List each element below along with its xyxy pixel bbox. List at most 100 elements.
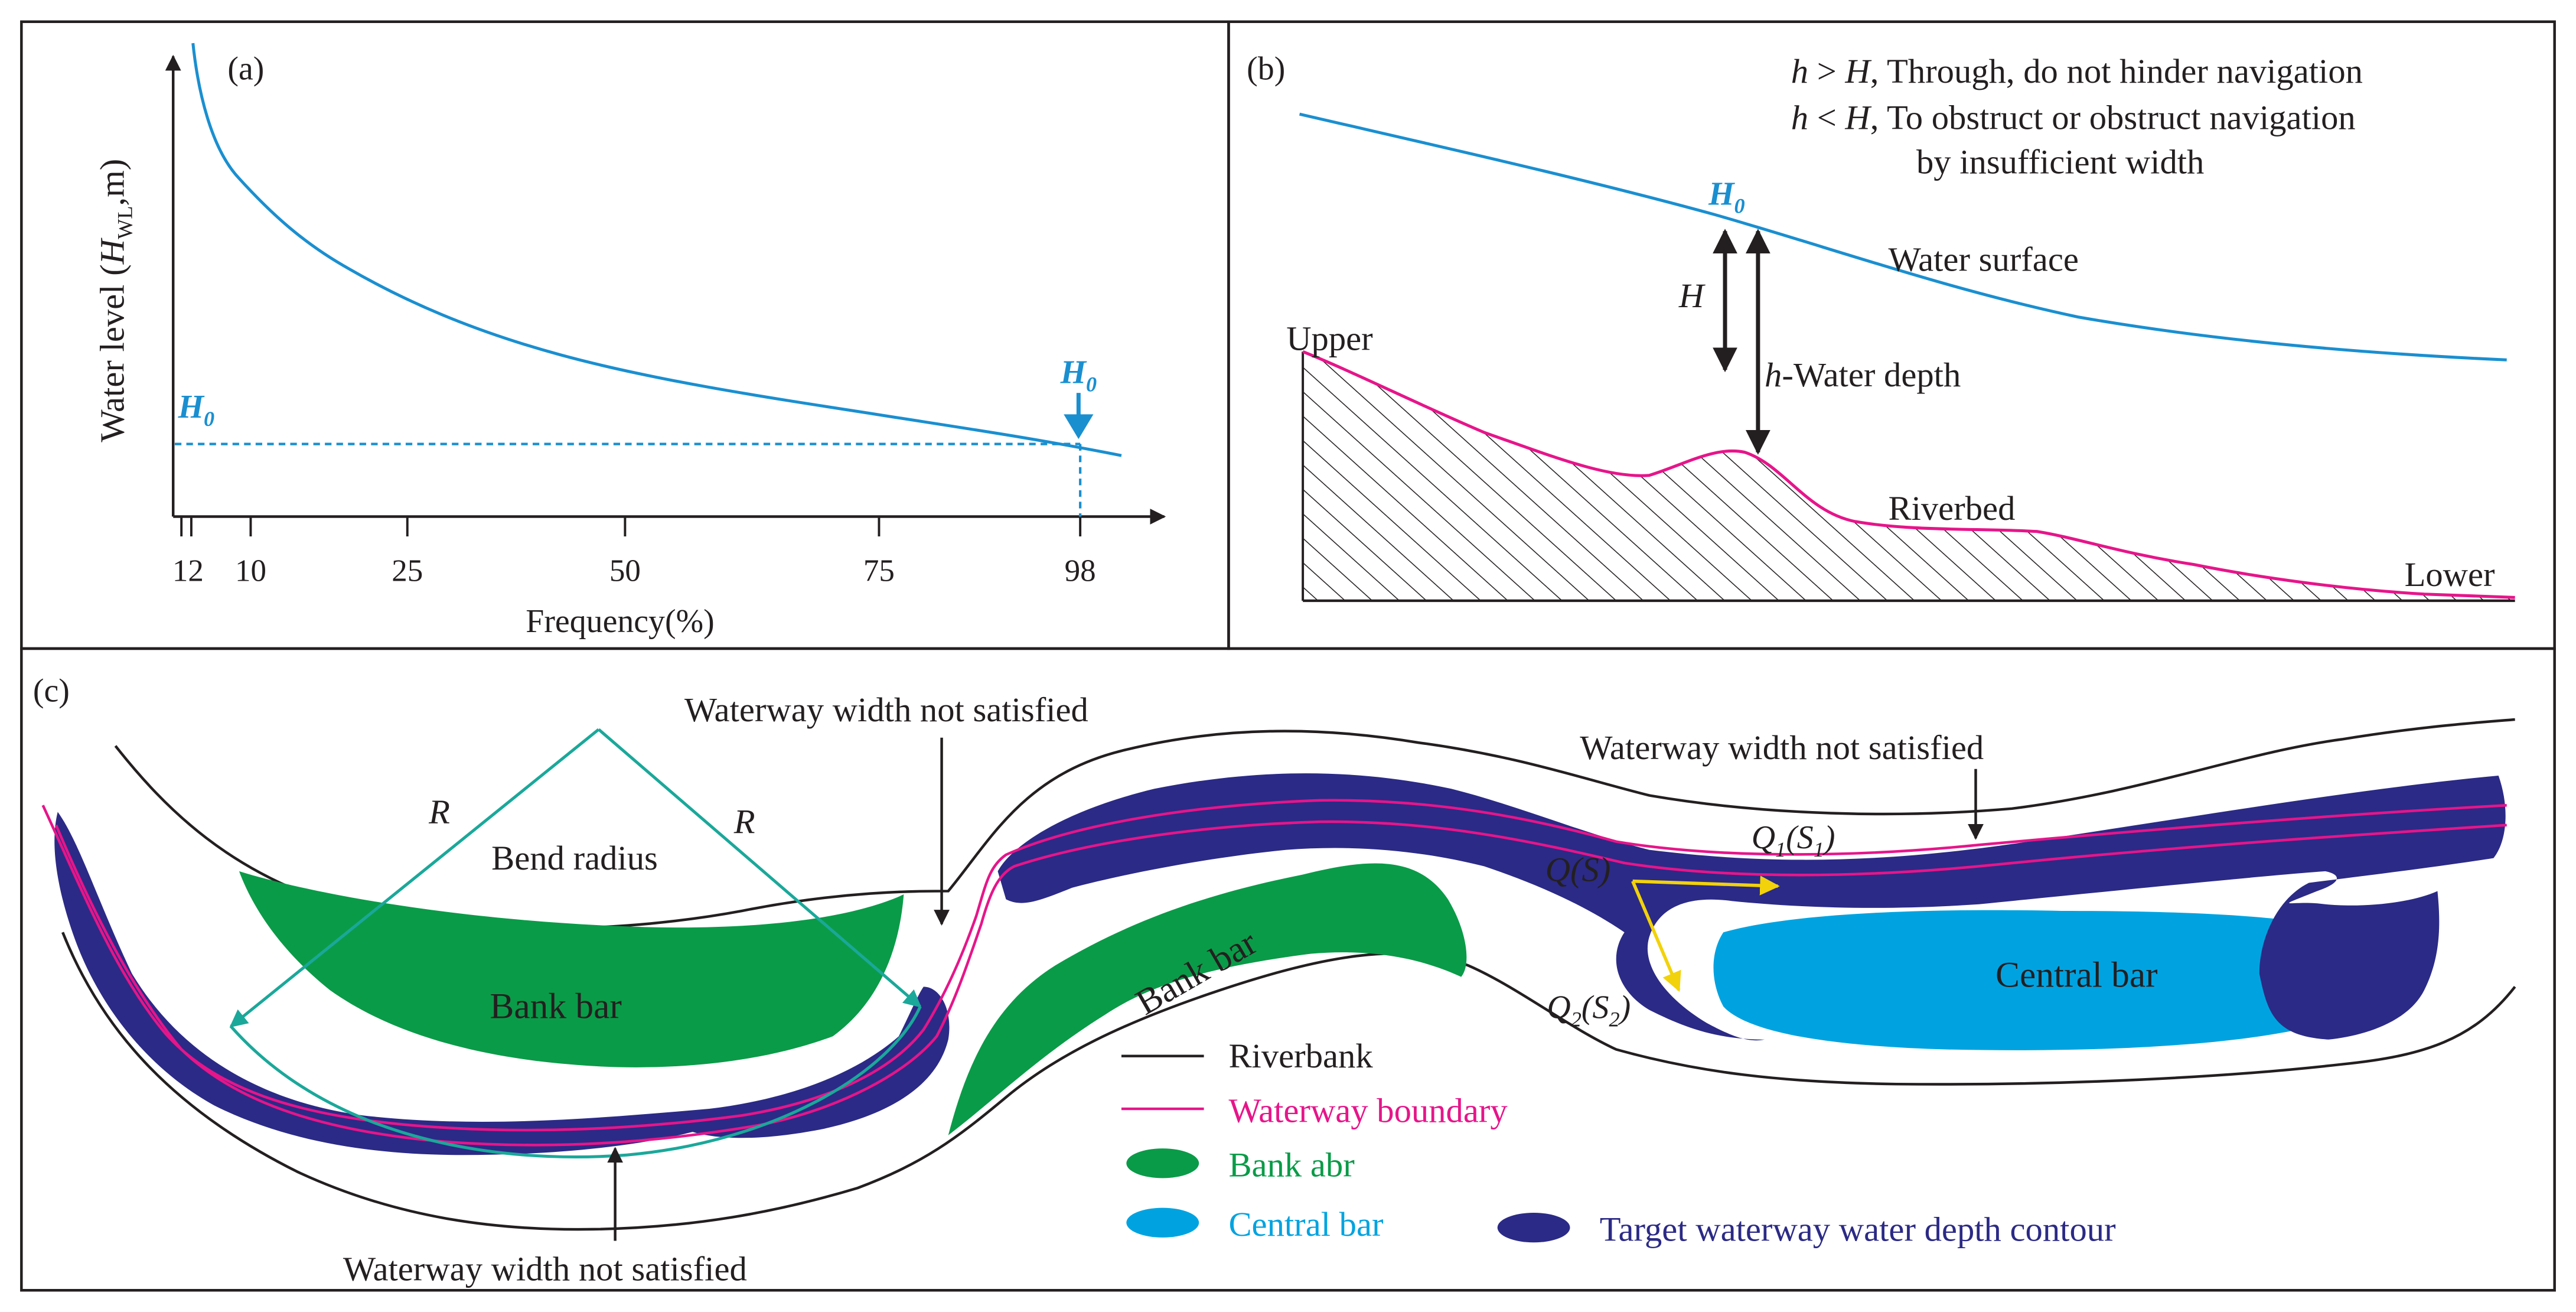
rule2-H: H xyxy=(1844,98,1871,136)
flow-Q1-open: (S xyxy=(1786,819,1814,856)
legend-waterway-label: Waterway boundary xyxy=(1228,1091,1508,1129)
riverbed-profile xyxy=(1302,350,2515,599)
y-axis-title-symbol: H xyxy=(93,237,131,265)
riverbed-hatch-area xyxy=(1303,351,2515,601)
flow-Q2-sub: 2 xyxy=(1571,1007,1582,1031)
legend-bank-bar-swatch xyxy=(1126,1148,1199,1178)
h0-marker-label: H0 xyxy=(1060,354,1097,396)
bank-bar-left-label: Bank bar xyxy=(490,986,621,1026)
h0-surface-symbol: H xyxy=(1708,176,1735,213)
rule-line-2-continuation: by insufficient width xyxy=(1916,143,2204,181)
rule2-h: h xyxy=(1791,98,1808,136)
width-note-top: Waterway width not satisfied xyxy=(684,691,1088,729)
rule-line-2: h < H, To obstruct or obstruct navigatio… xyxy=(1791,98,2356,136)
y-axis-title-subscript: WL xyxy=(113,206,136,239)
bank-bar-mid xyxy=(948,863,1467,1135)
legend-riverbank-label: Riverbank xyxy=(1228,1037,1373,1075)
h0-surface-label: H0 xyxy=(1708,176,1745,218)
legend-contour-label: Target waterway water depth contour xyxy=(1600,1210,2116,1248)
flow-Q-symbol: Q xyxy=(1545,851,1570,889)
legend-central-bar-swatch xyxy=(1126,1207,1199,1238)
y-axis-title-suffix: ,m) xyxy=(93,159,131,206)
x-tick-label: 10 xyxy=(235,554,266,588)
x-tick-label: 50 xyxy=(609,554,641,588)
x-tick-label: 98 xyxy=(1065,554,1096,588)
legend: Riverbank Waterway boundary Bank abr Cen… xyxy=(1121,1037,2116,1248)
panel-b: (b) h > H, Through, do not hinder naviga… xyxy=(1247,50,2515,603)
water-depth-label: h-Water depth xyxy=(1765,356,1961,394)
flow-Q1-sub2: 1 xyxy=(1814,838,1824,861)
panel-b-tag: (b) xyxy=(1247,50,1285,87)
bend-radius-label: Bend radius xyxy=(491,839,658,877)
rule2-op: < xyxy=(1808,98,1845,136)
radius-R-left: R xyxy=(428,793,450,831)
waterway-boundaries xyxy=(41,799,2507,1147)
radius-R-right: R xyxy=(733,803,755,841)
h0-left-symbol: H xyxy=(178,389,205,425)
rule1-op: > xyxy=(1808,52,1845,90)
upper-label: Upper xyxy=(1286,319,1373,357)
riverbank-lower xyxy=(61,932,2516,1231)
flow-Q2-label: Q2(S2) xyxy=(1547,989,1631,1031)
rule1-H: H xyxy=(1844,52,1871,90)
x-tick-marks xyxy=(180,516,1082,537)
water-level-frequency-curve xyxy=(191,43,1122,457)
h0-left-subscript: 0 xyxy=(204,407,214,431)
water-surface-label: Water surface xyxy=(1888,240,2078,278)
water-surface-line xyxy=(1299,112,2507,362)
water-depth-text: -Water depth xyxy=(1782,356,1961,394)
central-bar-label: Central bar xyxy=(1995,955,2158,995)
rule1-text: , Through, do not hinder navigation xyxy=(1870,52,2363,90)
central-bar xyxy=(1713,910,2381,1050)
x-axis-title: Frequency(%) xyxy=(526,603,714,640)
panel-a-tag: (a) xyxy=(227,50,264,87)
h0-left-label: H0 xyxy=(178,389,215,431)
water-depth-symbol: h xyxy=(1765,356,1782,394)
flow-Q2-sub2: 2 xyxy=(1609,1007,1619,1031)
legend-central-bar-label: Central bar xyxy=(1228,1205,1383,1243)
lower-label: Lower xyxy=(2405,555,2495,594)
rule1-h: h xyxy=(1791,52,1808,90)
flow-Q1-label: Q1(S1) xyxy=(1752,819,1835,861)
riverbed-label: Riverbed xyxy=(1888,489,2015,528)
legend-contour-swatch xyxy=(1497,1212,1570,1243)
flow-Q1-arrow xyxy=(1632,875,1780,896)
target-contour-right-band xyxy=(997,773,2506,1041)
h0-marker-subscript: 0 xyxy=(1086,372,1097,396)
flow-Q2-close: ) xyxy=(1618,989,1631,1025)
flow-Q1-sub: 1 xyxy=(1775,838,1786,861)
rule2-text: , To obstruct or obstruct navigation xyxy=(1870,98,2356,136)
legend-bank-abr-label: Bank abr xyxy=(1228,1146,1354,1184)
x-tick-label: 25 xyxy=(392,554,423,588)
x-tick-labels: 12 10 25 50 75 98 xyxy=(172,554,1096,588)
waterway-boundary-line xyxy=(41,799,2507,1132)
bend-radius-right xyxy=(598,728,922,1008)
x-tick-label: 75 xyxy=(863,554,895,588)
h0-marker-symbol: H xyxy=(1060,354,1087,390)
width-note-bottom: Waterway width not satisfied xyxy=(343,1249,747,1288)
width-note-right: Waterway width not satisfied xyxy=(1580,728,1984,767)
flow-Q-label: Q(S) xyxy=(1545,851,1611,889)
flow-Q2-open: (S xyxy=(1582,989,1609,1025)
rule-line-1: h > H, Through, do not hinder navigation xyxy=(1791,52,2363,90)
y-axis-title: Water level (HWL,m) xyxy=(93,159,136,442)
flow-Q2-arrow xyxy=(1631,880,1681,992)
flow-Q1-symbol: Q xyxy=(1752,819,1775,856)
flow-Q2-symbol: Q xyxy=(1547,989,1570,1025)
h0-surface-subscript: 0 xyxy=(1734,194,1745,218)
panel-a: (a) 12 10 25 50 75 98 Frequency(%) Water… xyxy=(93,43,1166,640)
H-label: H xyxy=(1678,276,1706,315)
flow-Q-S: (S) xyxy=(1570,851,1610,889)
flow-Q1-close: ) xyxy=(1822,819,1835,856)
panel-c-tag: (c) xyxy=(33,672,70,709)
x-tick-label: 12 xyxy=(172,554,204,588)
waterway-boundary-line xyxy=(54,820,2507,1147)
panel-c-frame xyxy=(20,647,2556,1292)
bend-radius-left xyxy=(229,728,600,1028)
bank-bar-left xyxy=(239,871,904,1067)
h0-marker-arrow-head xyxy=(1064,414,1094,439)
panel-c: (c) R R Bend radius Bank bar Bank bar Ce… xyxy=(33,672,2516,1288)
y-axis-title-prefix: Water level ( xyxy=(93,264,131,442)
